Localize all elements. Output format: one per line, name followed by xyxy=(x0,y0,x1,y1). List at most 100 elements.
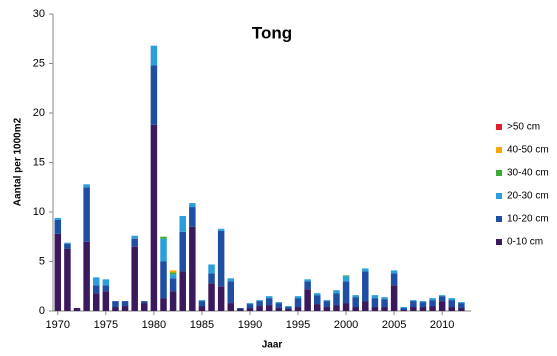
legend-label: 10-20 cm xyxy=(507,214,549,225)
bar-segment xyxy=(381,299,388,308)
bar-segment xyxy=(73,308,81,311)
bar-segment xyxy=(294,307,302,311)
legend-swatch xyxy=(496,193,502,199)
bar-segment xyxy=(438,301,446,311)
bar-segment xyxy=(390,273,398,286)
legend-label: 30-40 cm xyxy=(507,168,549,179)
bar-segment xyxy=(189,226,196,311)
bar-segment xyxy=(83,187,90,242)
bar-segment xyxy=(256,301,263,307)
bar-segment xyxy=(179,215,186,232)
bar-segment xyxy=(362,301,369,311)
bar-segment xyxy=(448,307,456,311)
legend-swatch xyxy=(496,147,502,153)
y-tick-label: 30 xyxy=(33,8,45,20)
bar-segment xyxy=(342,276,350,282)
bar-segment xyxy=(362,271,369,302)
bar-segment xyxy=(371,307,379,311)
bar-segment xyxy=(198,301,206,307)
bar-segment xyxy=(314,293,321,296)
bar-segment xyxy=(429,306,436,311)
bar-segment xyxy=(121,301,129,307)
bar-segment xyxy=(323,301,331,308)
bar-segment xyxy=(333,305,340,311)
bar-segment xyxy=(265,298,273,306)
bar-segment xyxy=(304,289,311,311)
bar-segment xyxy=(102,291,110,311)
bar-segment xyxy=(410,301,417,308)
legend-swatch xyxy=(496,216,502,222)
bar-segment xyxy=(83,241,90,311)
bar-segment xyxy=(371,295,379,299)
bar-segment xyxy=(275,308,283,311)
bar-segment xyxy=(131,246,138,311)
legend-swatch xyxy=(496,124,502,130)
bar-segment xyxy=(265,305,273,311)
bar-segment xyxy=(458,308,465,311)
bar-segment xyxy=(390,270,398,274)
x-tick-label: 1975 xyxy=(94,319,118,331)
legend-swatch xyxy=(496,239,502,245)
bar-segment xyxy=(227,281,235,304)
bar-segment xyxy=(410,300,417,302)
bar-segment xyxy=(362,268,369,272)
bar-segment xyxy=(285,307,292,310)
bar-segment xyxy=(458,302,465,304)
bar-segment xyxy=(275,302,283,304)
bar-segment xyxy=(333,290,340,294)
bar-segment xyxy=(429,300,436,307)
bar-segment xyxy=(400,310,407,311)
bar-segment xyxy=(352,297,359,308)
bar-segment xyxy=(189,203,196,208)
legend-label: 40-50 cm xyxy=(507,145,549,156)
bar-segment xyxy=(237,309,244,311)
bar-segment xyxy=(169,291,177,311)
y-tick-label: 0 xyxy=(39,305,45,317)
bar-segment xyxy=(246,308,254,311)
bar-segment xyxy=(429,298,436,301)
bar-segment xyxy=(304,279,311,282)
bar-segment xyxy=(227,303,235,311)
x-tick-label: 1980 xyxy=(142,319,166,331)
bar-segment xyxy=(342,281,350,304)
bar-segment xyxy=(131,238,138,247)
x-tick-label: 1995 xyxy=(286,319,310,331)
bar-segment xyxy=(102,285,110,292)
legend-label: 0-10 cm xyxy=(507,237,543,248)
bar-segment xyxy=(217,230,225,287)
bar-segment xyxy=(54,219,62,234)
x-tick-label: 1990 xyxy=(238,319,262,331)
bar-segment xyxy=(179,231,186,272)
x-tick-label: 2005 xyxy=(382,319,406,331)
bar-segment xyxy=(150,65,158,125)
bar-segment xyxy=(294,298,302,308)
bar-segment xyxy=(458,303,465,309)
bar-segment xyxy=(112,307,119,311)
bar-segment xyxy=(198,300,206,302)
bar-segment xyxy=(419,301,427,303)
bar-segment xyxy=(92,293,100,311)
bar-segment xyxy=(169,272,177,275)
bar-segment xyxy=(314,304,321,311)
bar-segment xyxy=(246,303,254,305)
chart-title: Tong xyxy=(252,23,292,42)
bar-segment xyxy=(141,303,148,311)
bar-segment xyxy=(419,307,427,311)
bar-segment xyxy=(160,298,167,311)
bar-segment xyxy=(333,293,340,306)
bar-segment xyxy=(150,45,158,66)
bar-segment xyxy=(410,307,417,311)
bar-segment xyxy=(92,285,100,294)
bar-segment xyxy=(323,307,331,311)
bar-segment xyxy=(112,301,119,308)
bar-segment xyxy=(54,233,62,311)
bar-segment xyxy=(342,303,350,311)
bar-segment xyxy=(342,275,350,277)
y-tick-label: 20 xyxy=(33,107,45,119)
bar-segment xyxy=(381,297,388,300)
bar-segment xyxy=(121,306,129,311)
bar-segment xyxy=(237,308,244,310)
bar-segment xyxy=(352,307,359,311)
bar-segment xyxy=(438,295,446,297)
bar-segment xyxy=(390,285,398,311)
